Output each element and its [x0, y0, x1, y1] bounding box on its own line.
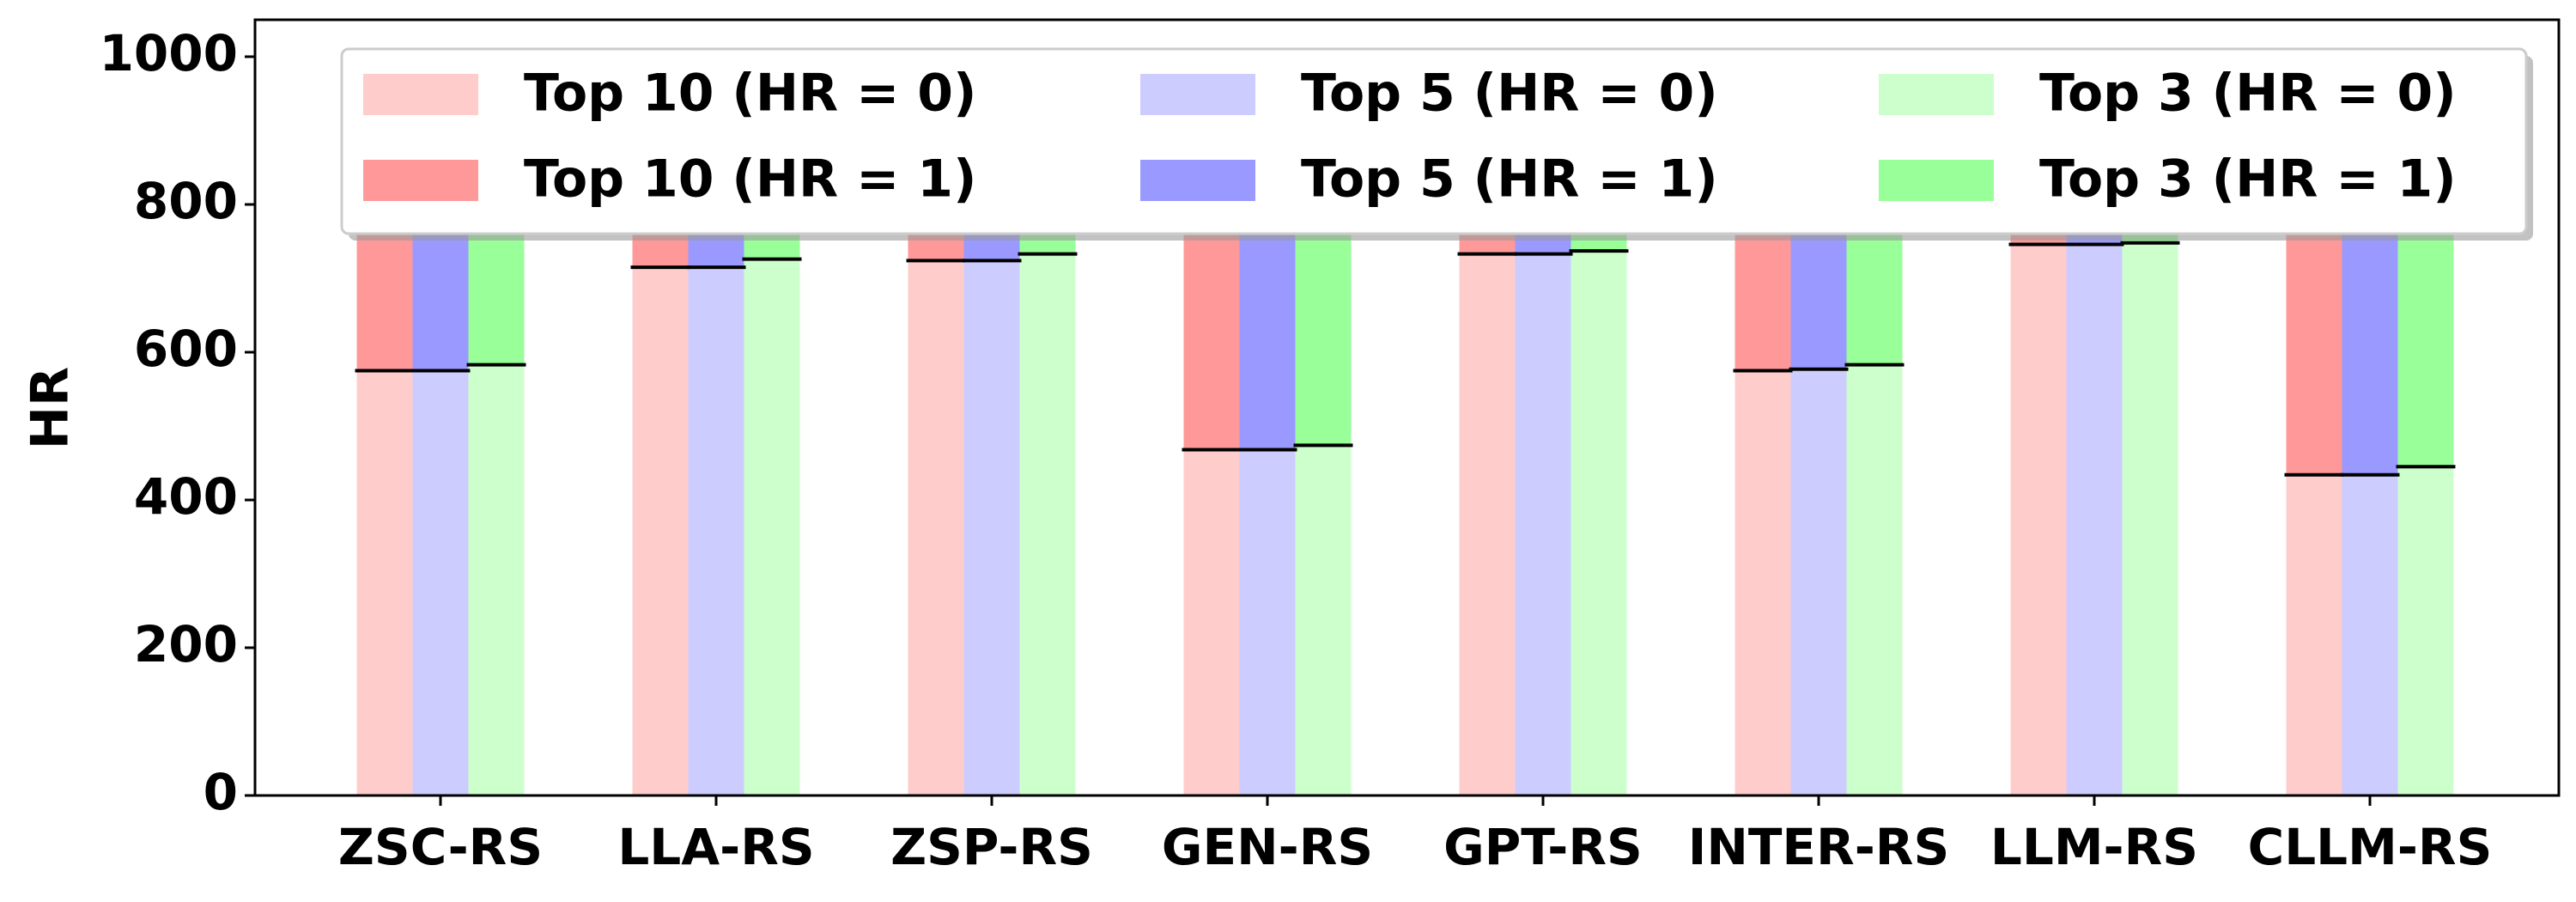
bar-segment [1846, 364, 1903, 795]
x-tick-label: INTER-RS [1688, 818, 1949, 876]
y-tick-label: 600 [134, 320, 238, 378]
bar-segment [2286, 474, 2342, 795]
legend-swatch [1140, 74, 1255, 115]
y-tick-label: 1000 [100, 24, 238, 82]
bar-segment [963, 260, 1020, 795]
y-axis-label: HR [21, 367, 81, 449]
legend-label: Top 5 (HR = 0) [1301, 64, 1718, 124]
bar-segment [1295, 445, 1352, 795]
legend-label: Top 10 (HR = 1) [524, 149, 976, 210]
legend: Top 10 (HR = 0) Top 10 (HR = 1) Top 5 (HR … [340, 47, 2533, 241]
bar-segment [744, 259, 800, 795]
bar-segment [632, 267, 689, 796]
legend-label: Top 5 (HR = 1) [1301, 149, 1718, 210]
bar-segment [908, 260, 964, 795]
bar-segment [1019, 253, 1076, 795]
x-tick-label: GPT-RS [1443, 818, 1643, 876]
bar-segment [1571, 251, 1627, 795]
bar-segment [2342, 474, 2398, 795]
y-tick-label: 0 [204, 763, 238, 821]
legend-swatch [1140, 160, 1255, 201]
bar-segment [1790, 369, 1847, 795]
bar-segment [2066, 244, 2123, 795]
bar-segment [412, 370, 469, 795]
bar-segment [2122, 242, 2178, 796]
bar-segment [688, 267, 744, 796]
x-tick-label: ZSC-RS [338, 818, 543, 876]
bar-segment [1735, 370, 1791, 795]
bar-segment [468, 364, 525, 795]
legend-label: Top 10 (HR = 0) [524, 64, 976, 124]
bar-segment [1515, 253, 1571, 795]
bar-segment [1183, 449, 1240, 795]
legend-swatch [363, 74, 478, 115]
legend-swatch [363, 160, 478, 201]
legend-label: Top 3 (HR = 1) [2039, 149, 2457, 210]
bar-segment [356, 370, 413, 795]
x-tick-label: ZSP-RS [890, 818, 1093, 876]
y-tick-label: 400 [134, 467, 238, 526]
x-tick-label: CLLM-RS [2248, 818, 2493, 876]
bar-segment [2397, 466, 2454, 795]
x-tick-label: LLA-RS [617, 818, 814, 876]
legend-swatch [1879, 160, 1994, 201]
x-tick-label: LLM-RS [1990, 818, 2198, 876]
bar-segment [1459, 253, 1516, 795]
legend-swatch [1879, 74, 1994, 115]
bar-segment [1239, 449, 1296, 795]
y-tick-label: 200 [134, 615, 238, 673]
axes-frame [253, 18, 2561, 797]
x-tick-label: GEN-RS [1162, 818, 1373, 876]
y-tick-label: 800 [134, 172, 238, 230]
legend-label: Top 3 (HR = 0) [2039, 64, 2457, 124]
bar-segment [2010, 244, 2067, 795]
